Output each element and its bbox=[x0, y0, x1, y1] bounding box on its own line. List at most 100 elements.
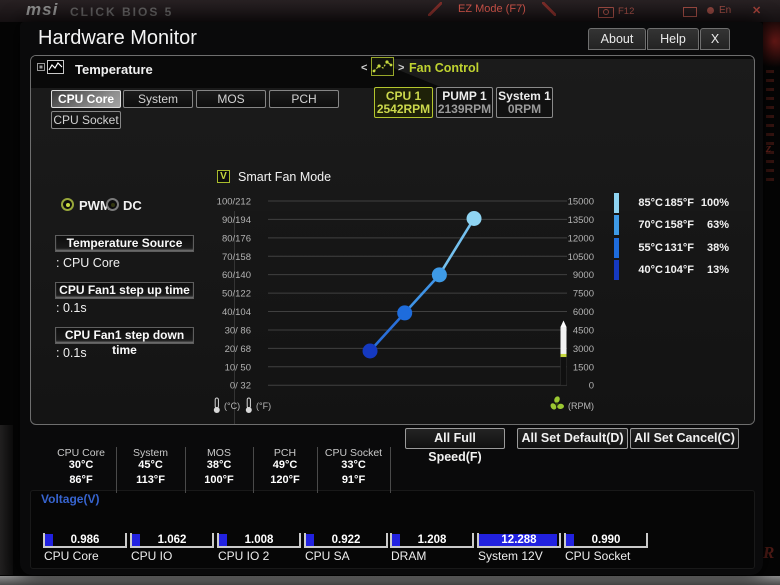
tab-cpu-socket[interactable]: CPU Socket bbox=[51, 111, 121, 129]
background-bottom-strip bbox=[0, 576, 780, 585]
voltage-bar-fill bbox=[45, 534, 53, 546]
fan-rpm: 2542RPM bbox=[376, 102, 431, 116]
bios-close-icon[interactable]: ✕ bbox=[752, 5, 762, 17]
cpu-fan1-step-up-time-button[interactable]: CPU Fan1 step up time bbox=[55, 282, 194, 299]
y-axis-rpm-label: 7500 bbox=[573, 289, 594, 300]
fan-curve-point-40c[interactable] bbox=[362, 343, 378, 359]
fan-point-color-bar bbox=[614, 192, 619, 213]
voltage-name: CPU IO 2 bbox=[218, 549, 270, 563]
fan-point-value: 38% bbox=[706, 241, 729, 254]
voltage-bar-track bbox=[390, 533, 474, 548]
fan-nav-prev-icon[interactable]: < bbox=[361, 62, 368, 74]
help-button[interactable]: Help bbox=[647, 28, 699, 50]
fan-name: CPU 1 bbox=[385, 89, 422, 103]
cpu-fan1-step-down-time-button[interactable]: CPU Fan1 step down time bbox=[55, 327, 194, 357]
fan-curve-point-70c[interactable] bbox=[431, 267, 447, 283]
notification-icon[interactable] bbox=[707, 7, 714, 14]
voltage-bar-fill bbox=[306, 534, 314, 546]
fan-button-cpu-1[interactable]: CPU 1 2542RPM bbox=[374, 87, 433, 118]
sensor-name: CPU Core bbox=[57, 447, 105, 459]
tab-mos[interactable]: MOS bbox=[196, 90, 266, 108]
language-button[interactable]: En bbox=[719, 5, 732, 16]
sensor-value: 91°F bbox=[341, 474, 366, 486]
smart-fan-mode-checkbox[interactable]: V bbox=[217, 170, 230, 183]
radio-pwm[interactable] bbox=[61, 198, 74, 211]
temperature-section-title: Temperature bbox=[75, 62, 153, 77]
radio-label-dc[interactable]: DC bbox=[123, 198, 142, 213]
all-set-cancel-c-button[interactable]: All Set Cancel(C) bbox=[630, 428, 739, 449]
background-red-marks bbox=[766, 70, 774, 185]
all-full-speed-f-button[interactable]: All Full Speed(F) bbox=[405, 428, 505, 464]
temp-readout-cpu-core: CPU Core 30°C 86°F bbox=[46, 447, 117, 493]
y-axis-temp-label: 70/158 bbox=[222, 252, 251, 263]
voltage-value: 1.062 bbox=[157, 534, 187, 546]
fan-curve-point-85c[interactable] bbox=[466, 211, 482, 226]
voltage-bar-track bbox=[477, 533, 561, 548]
all-set-default-d-button[interactable]: All Set Default(D) bbox=[517, 428, 628, 449]
monitor-icon[interactable] bbox=[683, 7, 697, 17]
voltage-bar-fill bbox=[219, 534, 227, 546]
fan-rpm: 0RPM bbox=[507, 102, 542, 116]
tab-system[interactable]: System bbox=[123, 90, 193, 108]
tab-pch[interactable]: PCH bbox=[269, 90, 339, 108]
fan-button-system-1[interactable]: System 1 0RPM bbox=[496, 87, 553, 118]
voltage-name: CPU IO bbox=[131, 549, 173, 563]
voltage-system-12v: 12.288 System 12V bbox=[477, 530, 565, 564]
temperature-section-icon bbox=[37, 60, 64, 74]
sensor-value: 49°C bbox=[272, 459, 298, 471]
fan-button-pump-1[interactable]: PUMP 1 2139RPM bbox=[436, 87, 493, 118]
cpu-fan1-step-down-time-value: : 0.1s bbox=[56, 346, 87, 360]
y-axis-rpm-label: 15000 bbox=[568, 197, 594, 208]
fan-curve-point-55c[interactable] bbox=[397, 305, 413, 321]
screenshot-camera-icon[interactable] bbox=[598, 7, 614, 18]
y-axis-temp-label: 0/ 32 bbox=[230, 381, 251, 392]
fan-point-row: 70°C 158°F 63% bbox=[608, 215, 736, 236]
fan-icon bbox=[550, 396, 564, 410]
decor-slash-icon bbox=[428, 2, 442, 16]
sensor-name: CPU Socket bbox=[324, 447, 383, 459]
rpm-gauge-track[interactable] bbox=[560, 327, 567, 354]
smart-fan-mode-label: Smart Fan Mode bbox=[238, 170, 332, 184]
fan-point-color-bar bbox=[614, 237, 619, 258]
cpu-fan1-step-up-time-value: : 0.1s bbox=[56, 301, 87, 315]
about-button[interactable]: About bbox=[588, 28, 646, 50]
y-axis-temp-label: 90/194 bbox=[222, 215, 251, 226]
voltage-bar-track bbox=[564, 533, 648, 548]
fan-control-section-icon bbox=[371, 57, 394, 76]
decor-slash-icon bbox=[542, 2, 556, 16]
msi-logo: msi bbox=[26, 0, 59, 19]
voltage-cpu-io-2: 1.008 CPU IO 2 bbox=[217, 530, 305, 564]
celsius-unit-label: (°C) bbox=[224, 401, 241, 411]
y-axis-temp-label: 30/ 86 bbox=[225, 325, 251, 336]
tab-cpu-core[interactable]: CPU Core bbox=[51, 90, 121, 108]
ez-mode-button[interactable]: EZ Mode (F7) bbox=[458, 3, 526, 15]
y-axis-temp-label: 20/ 68 bbox=[225, 344, 251, 355]
temperature-source-button[interactable]: Temperature Source bbox=[55, 235, 194, 252]
sensor-name: System bbox=[132, 447, 168, 459]
y-axis-rpm-label: 1500 bbox=[573, 362, 594, 373]
voltage-name: CPU Socket bbox=[565, 549, 631, 563]
y-axis-temp-label: 100/212 bbox=[217, 197, 251, 208]
rpm-gauge-track-lower[interactable] bbox=[560, 356, 567, 386]
rpm-gauge-marker[interactable] bbox=[560, 353, 567, 357]
voltage-bar-track bbox=[217, 533, 301, 548]
fan-point-value: 185°F bbox=[664, 196, 694, 209]
y-axis-rpm-label: 3000 bbox=[573, 344, 594, 355]
temp-readout-mos: MOS 38°C 100°F bbox=[185, 447, 254, 493]
close-button[interactable]: X bbox=[700, 28, 730, 50]
fan-curve-segment bbox=[369, 312, 406, 352]
y-axis-rpm-label: 0 bbox=[589, 381, 594, 392]
voltage-cpu-core: 0.986 CPU Core bbox=[43, 530, 131, 564]
fan-point-color-bar bbox=[614, 260, 619, 280]
fan-nav-next-icon[interactable]: > bbox=[398, 62, 405, 74]
voltage-bar-fill bbox=[392, 534, 400, 546]
radio-label-pwm[interactable]: PWM bbox=[79, 198, 111, 213]
y-axis-temp-label: 50/122 bbox=[222, 289, 251, 300]
bios-top-bar: msi CLICK BIOS 5 EZ Mode (F7) F12 En ✕ bbox=[0, 0, 780, 22]
voltage-value: 0.990 bbox=[591, 534, 621, 546]
voltage-name: CPU SA bbox=[305, 549, 350, 563]
temp-readout-pch: PCH 49°C 120°F bbox=[253, 447, 318, 493]
radio-dc[interactable] bbox=[106, 198, 119, 211]
background-left-sliver bbox=[0, 425, 13, 575]
